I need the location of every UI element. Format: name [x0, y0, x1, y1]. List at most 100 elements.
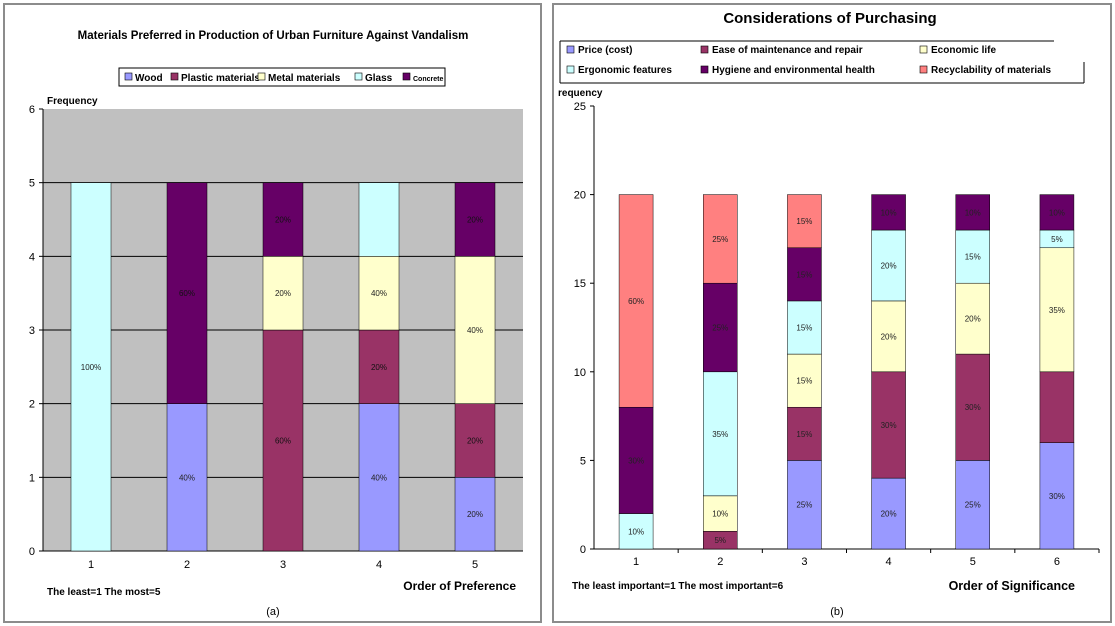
bar-seg-3-2	[358, 256, 400, 331]
data-label-1-3: 35%	[712, 430, 728, 439]
legend-label-0: Wood	[135, 73, 163, 84]
chart-b-svg: Considerations of Purchasing Price (cost)…	[558, 10, 1100, 618]
bar-seg-4-1	[454, 403, 496, 478]
data-label-2-1: 60%	[275, 437, 291, 446]
data-label-5-2: 35%	[1049, 306, 1065, 315]
data-label-4-0: 25%	[965, 501, 981, 510]
x-tick-label-2: 3	[801, 556, 807, 568]
y-axis-label: requency	[558, 88, 603, 99]
bar-seg-2-4	[262, 182, 304, 257]
data-label-1-4: 60%	[179, 289, 195, 298]
legend-swatch-1	[170, 72, 179, 81]
legend-label-1: Plastic materials	[181, 73, 260, 84]
legend-box	[118, 67, 446, 87]
data-label-1-0: 40%	[179, 473, 195, 482]
y-tick-label-0: 0	[580, 544, 586, 556]
data-label-3-0: 40%	[371, 473, 387, 482]
bar-seg-3-0	[358, 403, 400, 552]
x-tick-label-2: 3	[280, 559, 286, 571]
data-label-2-3: 15%	[796, 324, 812, 333]
y-tick-label-2: 2	[29, 399, 35, 411]
bar-seg-2-3	[787, 300, 822, 355]
legend-label-1: Ease of maintenance and repair	[712, 45, 863, 56]
data-label-3-2: 20%	[881, 332, 897, 341]
bar-seg-0-3	[618, 513, 654, 550]
data-label-1-1: 5%	[714, 536, 726, 545]
data-label-4-1: 30%	[965, 403, 981, 412]
y-axis-label: Frequency	[47, 96, 98, 107]
data-label-4-2: 40%	[467, 326, 483, 335]
bar-seg-1-4	[703, 282, 738, 373]
data-label-2-1: 15%	[796, 430, 812, 439]
data-label-4-3: 15%	[965, 253, 981, 262]
chart-panel-b: Considerations of Purchasing Price (cost)…	[552, 3, 1112, 623]
legend-swatch-4	[700, 65, 709, 74]
data-label-0-3: 100%	[81, 363, 101, 372]
data-label-0-3: 10%	[628, 527, 644, 536]
bar-seg-2-1	[787, 406, 822, 461]
y-tick-label-6: 6	[29, 104, 35, 116]
data-label-2-4: 15%	[796, 270, 812, 279]
bar-seg-4-4	[955, 194, 990, 231]
x-tick-label-0: 1	[633, 556, 639, 568]
bar-seg-2-4	[787, 247, 822, 302]
bar-seg-3-3	[871, 229, 906, 302]
data-label-4-0: 20%	[467, 510, 483, 519]
data-label-4-4: 20%	[467, 216, 483, 225]
data-label-4-1: 20%	[467, 437, 483, 446]
bar-seg-1-2	[703, 495, 738, 532]
data-label-3-3: 20%	[881, 261, 897, 270]
legend-swatch-1	[700, 45, 709, 54]
bar-seg-5-0	[1039, 442, 1075, 550]
y-tick-label-0: 0	[29, 546, 35, 558]
chart-a-svg: Materials Preferred in Production of Urb…	[29, 30, 523, 618]
data-label-3-0: 20%	[881, 510, 897, 519]
data-label-3-2: 40%	[371, 289, 387, 298]
chart-panel-a: Materials Preferred in Production of Urb…	[3, 3, 542, 623]
data-label-1-2: 10%	[712, 510, 728, 519]
bar-seg-2-1	[262, 329, 304, 552]
x-note: The least important=1 The most important…	[572, 581, 784, 592]
legend-label-4: Hygiene and environmental health	[712, 65, 875, 76]
bar-seg-5-4	[1039, 194, 1075, 231]
legend-label-4: Concrete	[413, 76, 443, 83]
data-label-4-2: 20%	[965, 315, 981, 324]
bar-seg-4-0	[454, 477, 496, 552]
legend-swatch-2	[257, 72, 266, 81]
chart-title: Considerations of Purchasing	[723, 10, 936, 27]
bar-seg-3-1	[358, 329, 400, 404]
y-tick-label-4: 20	[574, 190, 586, 202]
x-tick-label-4: 5	[472, 559, 478, 571]
legend-label-0: Price (cost)	[578, 45, 632, 56]
bar-seg-2-5	[787, 194, 822, 249]
legend-label-3: Ergonomic features	[578, 65, 672, 76]
y-tick-label-3: 3	[29, 325, 35, 337]
data-label-2-0: 25%	[796, 501, 812, 510]
bar-seg-1-3	[703, 371, 738, 497]
bar-seg-3-4	[871, 194, 906, 231]
legend-swatch-3	[354, 72, 363, 81]
data-label-2-2: 15%	[796, 377, 812, 386]
bar-seg-1-0	[166, 403, 208, 552]
y-tick-label-4: 4	[29, 251, 35, 263]
bar-seg-3-1	[871, 371, 906, 479]
bar-seg-4-2	[454, 256, 496, 404]
caption: (b)	[830, 606, 843, 618]
bar-seg-1-4	[166, 182, 208, 404]
data-label-2-2: 20%	[275, 289, 291, 298]
bar-seg-4-0	[955, 460, 990, 550]
legend-label-2: Economic life	[931, 45, 996, 56]
bar-seg-5-2	[1039, 247, 1075, 373]
legend-label-5: Recyclability of materials	[931, 65, 1051, 76]
data-label-3-4: 10%	[881, 208, 897, 217]
bar-seg-2-2	[262, 256, 304, 331]
data-label-0-5: 60%	[628, 297, 644, 306]
bar-seg-1-5	[703, 194, 738, 284]
data-label-2-4: 20%	[275, 216, 291, 225]
chart-title: Materials Preferred in Production of Urb…	[78, 30, 469, 42]
legend-swatch-5	[919, 65, 928, 74]
y-tick-label-2: 10	[574, 367, 586, 379]
bar-seg-3-3	[358, 182, 400, 257]
data-label-0-4: 30%	[628, 456, 644, 465]
y-tick-label-3: 15	[574, 278, 586, 290]
